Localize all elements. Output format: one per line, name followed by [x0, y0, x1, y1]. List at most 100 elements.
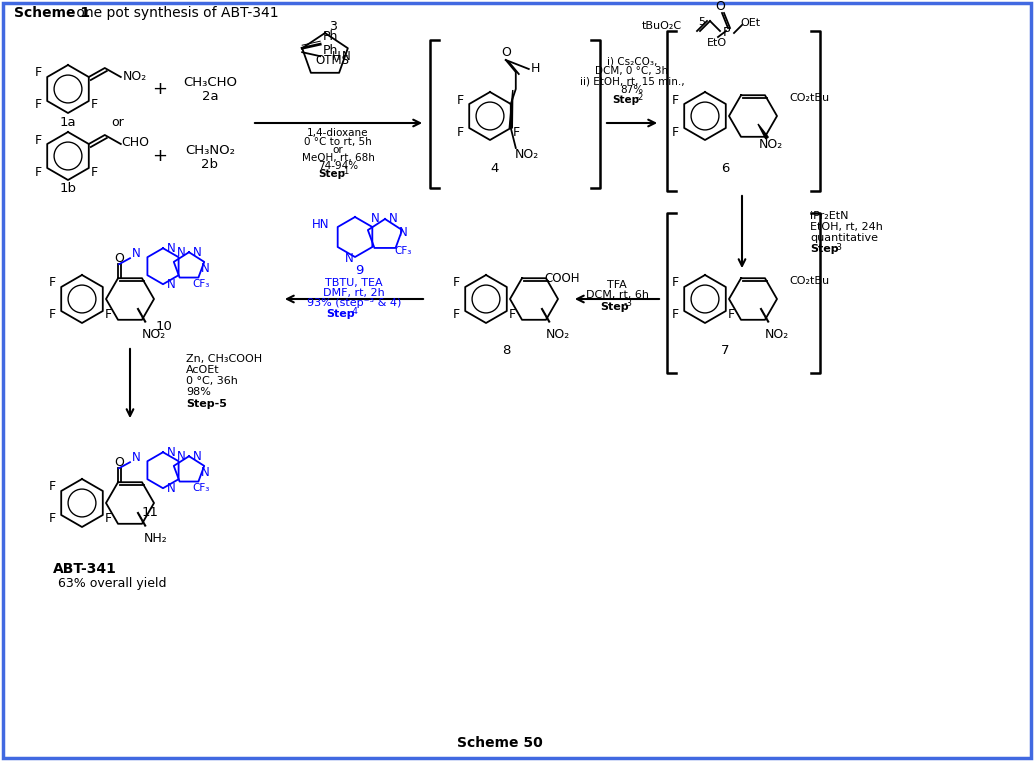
Text: N: N [344, 253, 354, 266]
Text: NO₂: NO₂ [515, 148, 539, 161]
Text: N: N [166, 242, 176, 255]
Text: 7: 7 [721, 345, 729, 358]
Text: O: O [114, 252, 124, 265]
Text: -3: -3 [624, 300, 633, 308]
Text: N: N [201, 262, 209, 275]
Text: EtOH, rt, 24h: EtOH, rt, 24h [810, 222, 883, 232]
Text: CF₃: CF₃ [394, 246, 412, 256]
Text: -3: -3 [834, 243, 843, 251]
Text: HN: HN [312, 218, 330, 231]
Text: N: N [177, 246, 185, 259]
Text: 74-94%: 74-94% [317, 161, 358, 171]
Text: NO₂: NO₂ [123, 69, 147, 82]
Text: EtO: EtO [707, 38, 727, 48]
Text: 10: 10 [155, 320, 173, 333]
Text: OEt: OEt [740, 18, 760, 28]
Text: 87%: 87% [620, 85, 643, 95]
Text: 4: 4 [491, 161, 499, 174]
Text: NO₂: NO₂ [142, 329, 166, 342]
Text: CO₂tBu: CO₂tBu [789, 93, 829, 103]
Text: +: + [152, 147, 168, 165]
Text: O: O [114, 456, 124, 469]
Text: or: or [112, 116, 124, 129]
Text: MeOH, rt, 68h: MeOH, rt, 68h [302, 153, 374, 163]
Text: CH₃CHO: CH₃CHO [183, 77, 237, 90]
Text: N: N [131, 451, 141, 463]
Text: tBuO₂C: tBuO₂C [642, 21, 682, 31]
Text: N: N [166, 278, 176, 291]
Text: or: or [333, 145, 343, 155]
Text: 3: 3 [329, 21, 337, 33]
Text: Step: Step [612, 95, 639, 105]
Text: -2: -2 [636, 93, 644, 101]
Text: 5: 5 [698, 17, 705, 27]
Text: OTMS: OTMS [315, 54, 349, 67]
Text: N: N [370, 212, 379, 225]
Text: F: F [456, 94, 463, 107]
Text: F: F [513, 126, 519, 139]
Text: Step-5: Step-5 [186, 399, 226, 409]
Text: N: N [166, 446, 176, 459]
Text: F: F [49, 512, 56, 526]
Text: 8: 8 [501, 345, 510, 358]
Text: CF₃: CF₃ [192, 279, 210, 289]
Text: Ph: Ph [323, 30, 338, 43]
Polygon shape [758, 124, 768, 139]
Text: 2a: 2a [202, 91, 218, 103]
Text: 98%: 98% [186, 387, 211, 397]
Text: N: N [192, 450, 202, 463]
Text: F: F [34, 133, 41, 147]
Text: N: N [201, 466, 209, 479]
Text: F: F [90, 165, 97, 179]
Text: DCM, 0 °C, 3h: DCM, 0 °C, 3h [596, 66, 669, 76]
Text: -4: -4 [349, 307, 359, 316]
Text: DCM, rt, 6h: DCM, rt, 6h [585, 290, 648, 300]
Text: N: N [166, 482, 176, 495]
Text: F: F [453, 308, 459, 321]
Text: F: F [456, 126, 463, 139]
Text: CHO: CHO [121, 136, 149, 149]
Text: 2b: 2b [202, 158, 218, 170]
Text: AcOEt: AcOEt [186, 365, 219, 375]
Text: F: F [49, 308, 56, 321]
Text: F: F [90, 98, 97, 112]
Text: F: F [509, 308, 516, 321]
Text: Scheme 50: Scheme 50 [457, 736, 543, 750]
Text: 63% overall yield: 63% overall yield [58, 577, 166, 590]
Text: N: N [131, 247, 141, 260]
Text: 11: 11 [142, 507, 158, 520]
Text: DMF, rt, 2h: DMF, rt, 2h [323, 288, 385, 298]
Text: CF₃: CF₃ [192, 483, 210, 493]
Text: 1,4-dioxane: 1,4-dioxane [307, 128, 369, 138]
Text: Ph: Ph [323, 43, 338, 57]
Text: +: + [152, 80, 168, 98]
Text: F: F [671, 94, 678, 107]
Text: Step: Step [600, 302, 629, 312]
Text: F: F [104, 308, 112, 321]
Text: one pot synthesis of ABT-341: one pot synthesis of ABT-341 [72, 6, 278, 20]
Text: Step: Step [318, 169, 345, 179]
Text: 93% (step⁻³ & 4): 93% (step⁻³ & 4) [307, 298, 401, 308]
Text: Step: Step [810, 244, 839, 254]
Text: NO₂: NO₂ [759, 138, 783, 151]
Text: N: N [389, 212, 397, 225]
Text: H: H [531, 62, 541, 75]
Text: Step: Step [326, 309, 355, 319]
Text: F: F [49, 276, 56, 289]
Text: N: N [177, 450, 185, 463]
Text: NO₂: NO₂ [546, 329, 570, 342]
Text: F: F [34, 98, 41, 112]
Text: Scheme 1: Scheme 1 [14, 6, 90, 20]
Text: N: N [341, 49, 351, 62]
Text: F: F [453, 276, 459, 289]
Text: TFA: TFA [607, 280, 627, 290]
Text: O: O [500, 46, 511, 59]
Text: F: F [671, 126, 678, 139]
Text: CO₂tBu: CO₂tBu [789, 276, 829, 286]
Text: P: P [723, 27, 730, 40]
Text: H: H [332, 49, 340, 62]
Text: -1: -1 [342, 167, 351, 176]
Text: O: O [716, 1, 725, 14]
Text: F: F [671, 308, 678, 321]
Text: F: F [34, 66, 41, 79]
